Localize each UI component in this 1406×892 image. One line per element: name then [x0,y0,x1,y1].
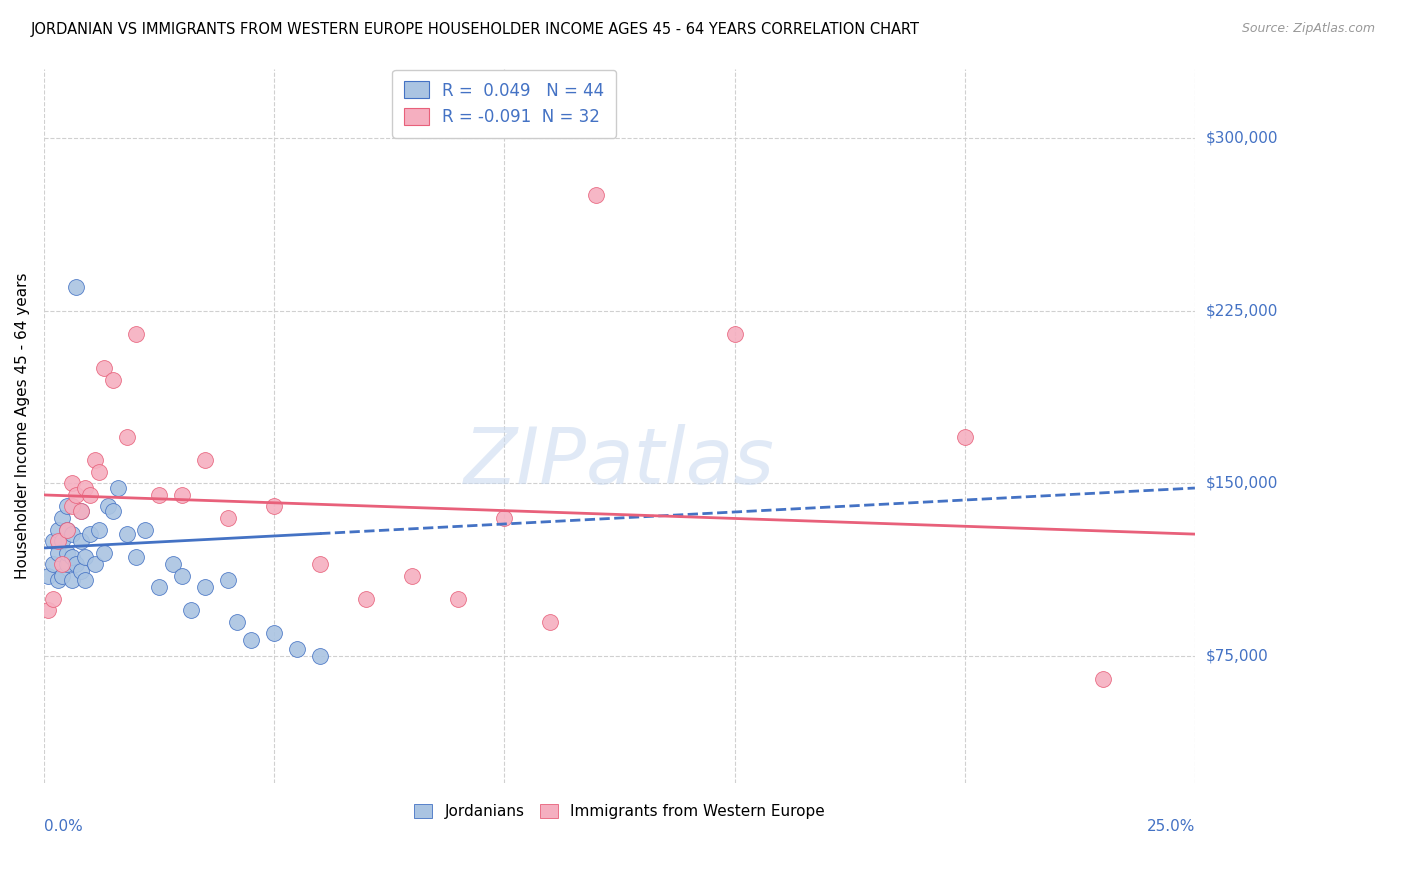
Point [354,591,377,606]
Point [1091,673,1114,687]
Point [46,534,69,549]
Point [953,430,976,444]
Point [93,361,115,376]
Point [42,534,65,549]
Point [134,523,156,537]
Point [51,568,73,582]
Point [51,511,73,525]
Point [89,465,111,479]
Point [56,500,79,514]
Point [60,550,83,565]
Point [65,488,87,502]
Point [115,527,138,541]
Point [263,500,285,514]
Point [217,511,239,525]
Point [42,591,65,606]
Point [194,453,217,467]
Point [194,580,217,594]
Point [60,500,83,514]
Point [75,481,97,495]
Point [93,545,115,559]
Point [148,488,170,502]
Point [46,545,69,559]
Point [170,568,193,582]
Point [309,649,332,664]
Point [56,545,79,559]
Point [42,557,65,571]
Point [51,557,73,571]
Point [37,568,59,582]
Legend: Jordanians, Immigrants from Western Europe: Jordanians, Immigrants from Western Euro… [408,798,831,825]
Point [170,488,193,502]
Point [83,557,105,571]
Point [51,534,73,549]
Text: $225,000: $225,000 [1206,303,1278,318]
Text: ZIPatlas: ZIPatlas [464,424,775,500]
Point [226,615,249,629]
Point [101,373,124,387]
Point [46,573,69,587]
Point [60,527,83,541]
Point [285,642,308,657]
Text: JORDANIAN VS IMMIGRANTS FROM WESTERN EUROPE HOUSEHOLDER INCOME AGES 45 - 64 YEAR: JORDANIAN VS IMMIGRANTS FROM WESTERN EUR… [31,22,920,37]
Point [401,568,423,582]
Point [180,603,202,617]
Text: 25.0%: 25.0% [1146,819,1195,834]
Point [148,580,170,594]
Point [69,504,91,518]
Point [97,500,120,514]
Point [240,633,263,648]
Point [89,523,111,537]
Point [723,326,745,341]
Point [309,557,332,571]
Text: Source: ZipAtlas.com: Source: ZipAtlas.com [1241,22,1375,36]
Point [101,504,124,518]
Point [125,326,148,341]
Point [538,615,561,629]
Point [69,504,91,518]
Point [60,573,83,587]
Point [107,481,129,495]
Point [79,488,101,502]
Point [494,511,516,525]
Point [83,453,105,467]
Text: $150,000: $150,000 [1206,476,1278,491]
Point [69,534,91,549]
Point [125,550,148,565]
Text: 0.0%: 0.0% [44,819,83,834]
Point [75,573,97,587]
Point [56,523,79,537]
Point [263,626,285,640]
Point [447,591,470,606]
Point [162,557,184,571]
Point [65,280,87,294]
Point [46,523,69,537]
Text: $300,000: $300,000 [1206,130,1278,145]
Point [217,573,239,587]
Point [56,523,79,537]
Point [79,527,101,541]
Point [65,557,87,571]
Point [75,550,97,565]
Text: $75,000: $75,000 [1206,648,1268,664]
Point [37,603,59,617]
Point [115,430,138,444]
Point [69,564,91,578]
Point [60,476,83,491]
Point [56,557,79,571]
Y-axis label: Householder Income Ages 45 - 64 years: Householder Income Ages 45 - 64 years [15,273,30,579]
Point [585,188,607,202]
